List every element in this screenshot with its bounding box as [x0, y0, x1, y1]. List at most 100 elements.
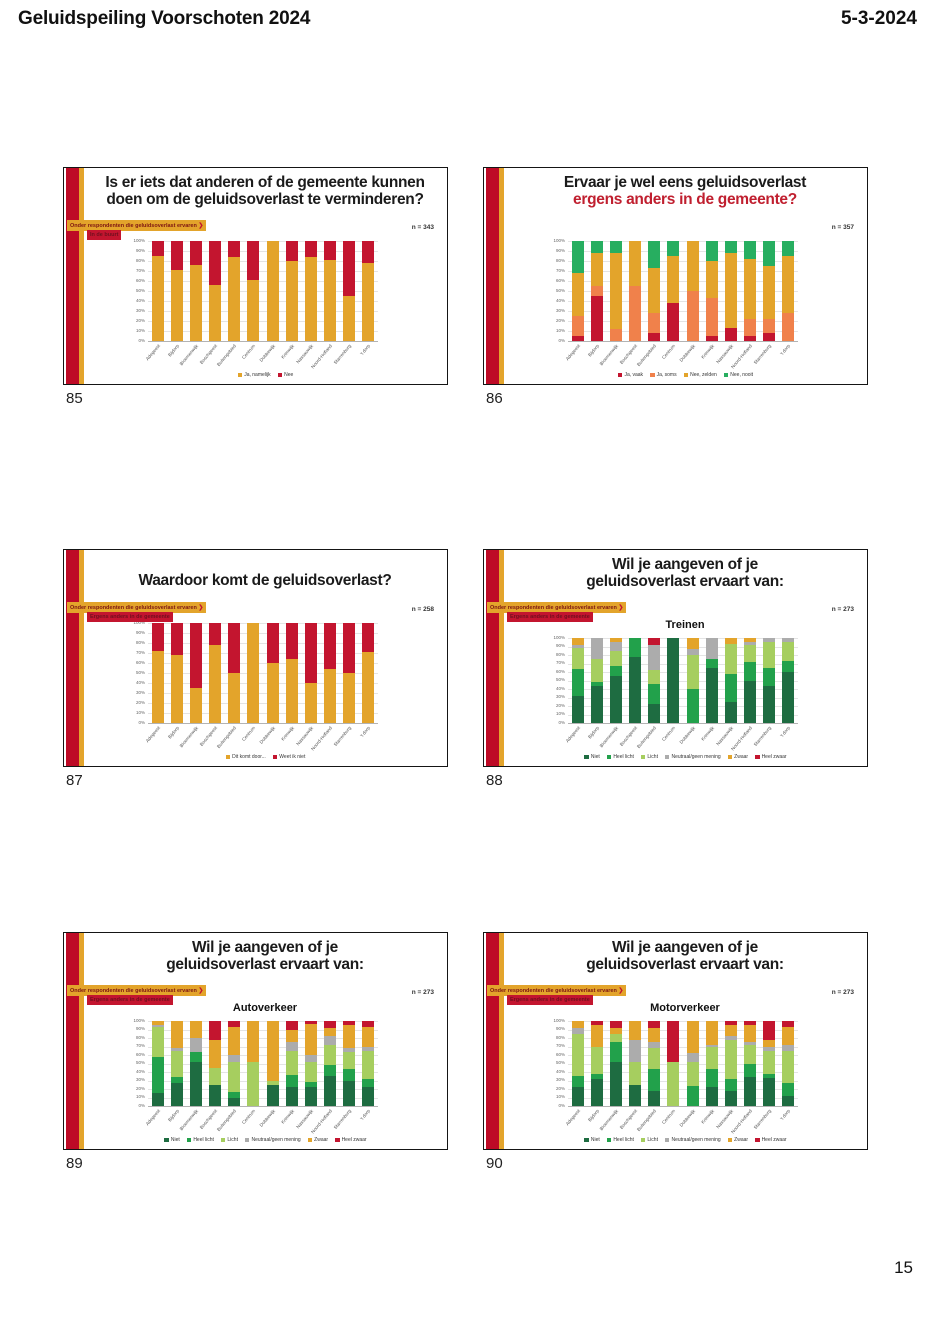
bar-segment — [228, 1026, 241, 1056]
gridline — [148, 291, 378, 292]
gridline — [568, 1038, 798, 1039]
bar-nassauwijk — [304, 623, 317, 723]
filter-badge-yellow: Onder respondenten die geluidsoverlast e… — [67, 985, 207, 996]
bar-segment — [724, 673, 737, 702]
y-axis-tick-label: 30% — [135, 1077, 145, 1083]
bar-segment — [782, 1026, 795, 1045]
bar-segment — [629, 638, 642, 657]
bar-segment — [763, 638, 776, 643]
bar-segment — [629, 656, 642, 723]
bar-segment — [362, 263, 375, 341]
bar-krimwijk — [705, 1021, 718, 1106]
gridline — [568, 638, 798, 639]
bar-segment — [782, 638, 795, 643]
bar-segment — [705, 298, 718, 336]
bar-segment — [763, 642, 776, 668]
filter-badge-yellow: Onder respondenten die geluidsoverlast e… — [487, 985, 627, 996]
bar-segment — [590, 638, 603, 660]
bar-segment — [362, 241, 375, 263]
slide-90: Wil je aangeven of je geluidsoverlast er… — [483, 932, 868, 1150]
legend-label: Nee, zelden — [690, 372, 717, 378]
bar-segment — [744, 241, 757, 259]
legend-swatch-icon — [664, 754, 670, 760]
bar-segment — [782, 241, 795, 256]
gold-stripe — [79, 168, 84, 384]
bar-segment — [763, 319, 776, 333]
y-axis-tick-label: 60% — [555, 1051, 565, 1057]
bar-buitengebied — [228, 623, 241, 723]
bar-segment — [228, 257, 241, 341]
filter-badge-red: Ergens anders in de gemeente — [87, 995, 173, 1005]
bar-segment — [170, 1021, 183, 1049]
bar-segment — [763, 1039, 776, 1047]
bar-segment — [648, 333, 661, 341]
bar-centrum — [667, 241, 680, 341]
legend-item: Zwaar — [307, 1137, 328, 1143]
bar-segment — [686, 1086, 699, 1106]
bar-segment — [266, 1021, 279, 1081]
badge-label: Onder respondenten die geluidsoverlast e… — [70, 222, 197, 229]
gridline — [568, 663, 798, 665]
gridline — [568, 251, 798, 252]
bar-segment — [266, 1084, 279, 1106]
bar-segment — [609, 1061, 622, 1106]
bar-segment — [343, 673, 356, 723]
legend-label: Heel zwaar — [341, 1137, 367, 1143]
bar-segment — [571, 1076, 584, 1088]
bar-segment — [362, 652, 375, 723]
bar-nassauwijk — [304, 241, 317, 341]
bar-segment — [782, 313, 795, 341]
gridline — [568, 723, 798, 724]
bar-segment — [629, 286, 642, 341]
gridline — [568, 311, 798, 312]
bar-segment — [285, 1042, 298, 1051]
legend-item: Ja, soms — [650, 372, 677, 378]
chart-subtitle: Motorverkeer — [650, 1002, 720, 1014]
bar-starrenburg — [343, 623, 356, 723]
bar-segment — [705, 659, 718, 668]
bar-segment — [763, 266, 776, 319]
bar-segment — [343, 1021, 356, 1026]
y-axis-tick-label: 50% — [135, 669, 145, 675]
bar-bijdorp — [170, 623, 183, 723]
bar-dobbewijk — [686, 1021, 699, 1106]
legend-item: Ja, namelijk — [237, 372, 271, 378]
legend-swatch-icon — [723, 372, 729, 378]
bar-segment — [362, 1026, 375, 1047]
bar-segment — [285, 1075, 298, 1088]
bar-segment — [362, 1021, 375, 1027]
legend-swatch-icon — [727, 1137, 733, 1143]
bar-segment — [782, 1044, 795, 1051]
bar-bijdorp — [590, 241, 603, 341]
legend-label: Zwaar — [734, 754, 749, 760]
bar-bloemenwijk — [189, 623, 202, 723]
bar-segment — [304, 1087, 317, 1106]
bar-segment — [705, 1046, 718, 1070]
y-axis-tick-label: 50% — [555, 287, 565, 293]
bar-segment — [648, 1048, 661, 1070]
bar-starrenburg — [343, 241, 356, 341]
bar-noord-hofland — [324, 623, 337, 723]
bar-segment — [763, 1073, 776, 1078]
gridline — [148, 1063, 378, 1065]
gridline — [568, 706, 798, 707]
gridline — [148, 653, 378, 654]
gridline — [568, 291, 798, 292]
bar-segment — [724, 701, 737, 723]
bar-segment — [228, 1091, 241, 1098]
bar-krimwijk — [705, 241, 718, 341]
stacked-bar-chart: 0% 10% 20% 30% 40% 50% 60% 70% 80% 90% 100% Adegees… — [64, 550, 447, 766]
y-axis-tick-label: 20% — [135, 1085, 145, 1091]
filter-badge-yellow: Onder respondenten die geluidsoverlast e… — [487, 602, 627, 613]
bar-segment — [324, 1076, 337, 1106]
gridline — [148, 1055, 378, 1056]
y-axis-tick-label: 40% — [135, 1068, 145, 1074]
bar-segment — [744, 644, 757, 662]
y-axis-tick-label: 90% — [135, 247, 145, 253]
bar-segment — [609, 329, 622, 341]
y-axis-tick-label: 20% — [135, 699, 145, 705]
slide-title-line1: Wil je aangeven of je — [191, 939, 339, 956]
bar-segment — [343, 1048, 356, 1052]
bar-segment — [324, 669, 337, 723]
badge-label: Onder respondenten die geluidsoverlast e… — [70, 604, 197, 611]
